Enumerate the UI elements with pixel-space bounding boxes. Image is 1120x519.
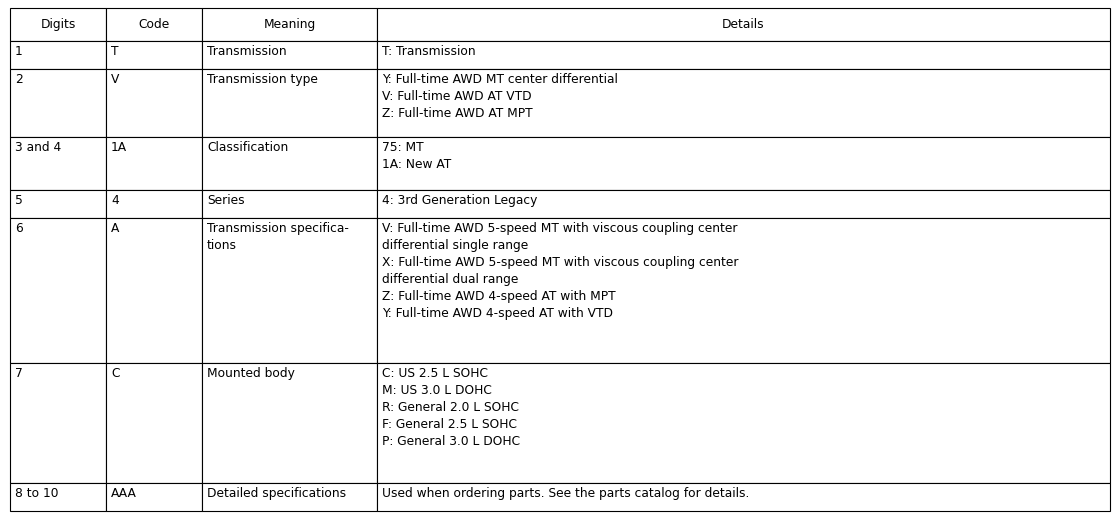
Text: 7: 7 [15, 367, 22, 380]
Bar [377, 218, 1110, 363]
Bar [106, 69, 202, 137]
Text: V: Full-time AWD 5-speed MT with viscous coupling center
differential single ran: V: Full-time AWD 5-speed MT with viscous… [382, 222, 738, 320]
Text: Transmission specifica-
tions: Transmission specifica- tions [207, 222, 348, 252]
Text: 5: 5 [15, 194, 22, 207]
Text: A: A [111, 222, 120, 235]
Bar [377, 363, 1110, 483]
Bar [10, 190, 106, 218]
Text: 2: 2 [15, 73, 22, 86]
Bar [10, 363, 106, 483]
Bar [202, 41, 377, 69]
Bar [202, 137, 377, 190]
Bar [377, 8, 1110, 41]
Bar [377, 190, 1110, 218]
Text: 6: 6 [15, 222, 22, 235]
Bar [10, 483, 106, 511]
Bar [377, 41, 1110, 69]
Text: AAA: AAA [111, 487, 137, 500]
Text: 75: MT
1A: New AT: 75: MT 1A: New AT [382, 141, 451, 171]
Text: Code: Code [139, 18, 169, 31]
Text: 4: 4 [111, 194, 119, 207]
Text: Y: Full-time AWD MT center differential
V: Full-time AWD AT VTD
Z: Full-time AWD: Y: Full-time AWD MT center differential … [382, 73, 618, 120]
Bar [202, 483, 377, 511]
Bar [202, 363, 377, 483]
Bar [377, 483, 1110, 511]
Bar [202, 8, 377, 41]
Bar [106, 190, 202, 218]
Bar [106, 483, 202, 511]
Text: C: C [111, 367, 120, 380]
Bar [377, 69, 1110, 137]
Text: Classification: Classification [207, 141, 288, 154]
Text: T: Transmission: T: Transmission [382, 45, 476, 58]
Bar [106, 41, 202, 69]
Bar [106, 363, 202, 483]
Bar [106, 8, 202, 41]
Bar [10, 218, 106, 363]
Bar [10, 8, 106, 41]
Bar [106, 218, 202, 363]
Text: 8 to 10: 8 to 10 [15, 487, 58, 500]
Text: 3 and 4: 3 and 4 [15, 141, 62, 154]
Text: C: US 2.5 L SOHC
M: US 3.0 L DOHC
R: General 2.0 L SOHC
F: General 2.5 L SOHC
P:: C: US 2.5 L SOHC M: US 3.0 L DOHC R: Gen… [382, 367, 520, 448]
Text: V: V [111, 73, 120, 86]
Bar [106, 137, 202, 190]
Text: 1A: 1A [111, 141, 128, 154]
Bar [202, 190, 377, 218]
Bar [202, 218, 377, 363]
Bar [377, 137, 1110, 190]
Bar [10, 69, 106, 137]
Text: Meaning: Meaning [263, 18, 316, 31]
Text: Transmission type: Transmission type [207, 73, 318, 86]
Text: Transmission: Transmission [207, 45, 287, 58]
Text: Detailed specifications: Detailed specifications [207, 487, 346, 500]
Text: Mounted body: Mounted body [207, 367, 295, 380]
Text: T: T [111, 45, 119, 58]
Text: Series: Series [207, 194, 244, 207]
Text: 4: 3rd Generation Legacy: 4: 3rd Generation Legacy [382, 194, 538, 207]
Text: Digits: Digits [40, 18, 76, 31]
Bar [202, 69, 377, 137]
Text: Details: Details [722, 18, 765, 31]
Text: Used when ordering parts. See the parts catalog for details.: Used when ordering parts. See the parts … [382, 487, 749, 500]
Bar [10, 137, 106, 190]
Bar [10, 41, 106, 69]
Text: 1: 1 [15, 45, 22, 58]
